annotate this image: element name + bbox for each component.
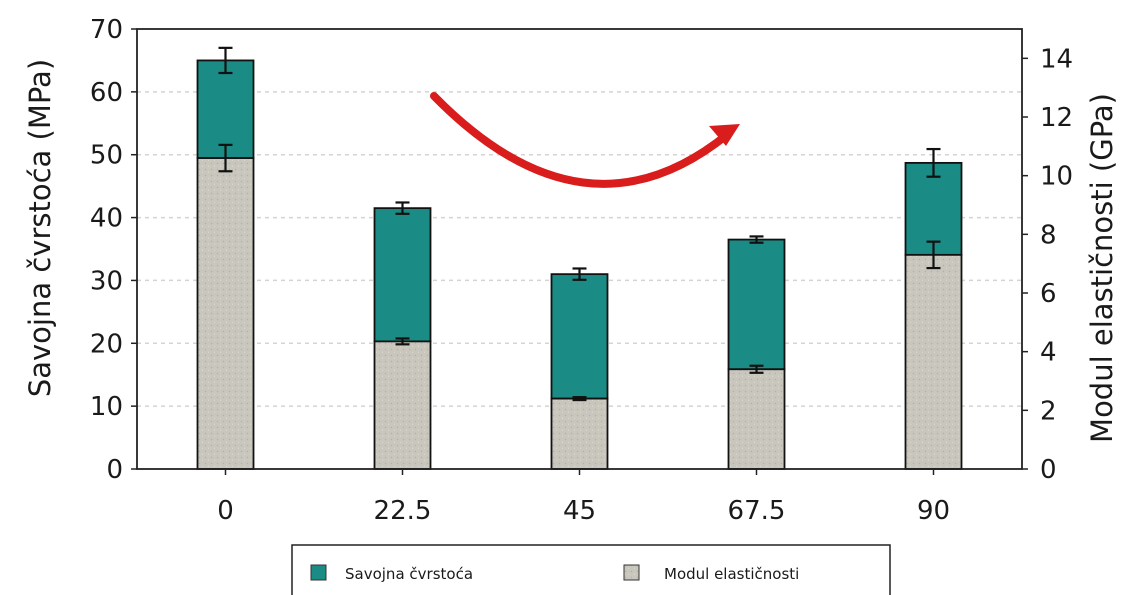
x-tick-label: 45 bbox=[563, 496, 596, 526]
bar-strength-22.5 bbox=[373, 207, 432, 343]
bar-modulus-22.5 bbox=[373, 340, 432, 470]
arrow-head bbox=[709, 124, 740, 146]
error-bar-strength-45 bbox=[572, 267, 587, 281]
error-bars bbox=[218, 46, 941, 402]
y-tick-label-right: 10 bbox=[1040, 162, 1073, 192]
x-tick-label: 90 bbox=[917, 496, 950, 526]
error-bar-strength-90 bbox=[926, 147, 941, 178]
y-tick-label-left: 20 bbox=[90, 329, 123, 359]
error-bar-modulus-0 bbox=[218, 143, 233, 173]
bar-modulus-45 bbox=[550, 397, 609, 470]
bar-modulus-0 bbox=[196, 157, 255, 470]
error-bar-modulus-45 bbox=[572, 396, 587, 402]
y-tick-label-left: 60 bbox=[90, 78, 123, 108]
legend-box bbox=[291, 544, 891, 595]
y-tick-label-right: 12 bbox=[1040, 103, 1073, 133]
x-tick-label: 67.5 bbox=[728, 496, 786, 526]
bar-strength-67.5 bbox=[727, 238, 786, 371]
legend-swatch-modulus bbox=[623, 564, 640, 581]
bar-strength-45 bbox=[550, 273, 609, 400]
bars bbox=[196, 59, 963, 470]
legend-label-modulus: Modul elastičnosti bbox=[664, 565, 799, 583]
axes: 0 10 20 30 40 50 60 70 0 2 4 6 8 10 12 14 0 22.5 45 67.5 90 bbox=[90, 15, 1073, 526]
y-tick-label-right: 6 bbox=[1040, 279, 1057, 309]
y-tick-label-left: 10 bbox=[90, 392, 123, 422]
y-tick-label-right: 0 bbox=[1040, 455, 1057, 485]
legend: Savojna čvrstoća Modul elastičnosti bbox=[291, 544, 891, 595]
y-tick-label-left: 70 bbox=[90, 15, 123, 45]
y-tick-label-right: 2 bbox=[1040, 396, 1057, 426]
error-bar-strength-22.5 bbox=[395, 201, 410, 215]
legend-label-strength: Savojna čvrstoća bbox=[345, 565, 473, 583]
error-bar-modulus-67.5 bbox=[749, 364, 764, 374]
y-tick-label-left: 50 bbox=[90, 141, 123, 171]
bar-modulus-67.5 bbox=[727, 368, 786, 470]
y-tick-label-left: 40 bbox=[90, 204, 123, 234]
arrow-curve bbox=[430, 92, 732, 188]
y-tick-label-right: 8 bbox=[1040, 220, 1057, 250]
y-tick-label-right: 14 bbox=[1040, 44, 1073, 74]
error-bar-strength-67.5 bbox=[749, 235, 764, 244]
legend-swatch-strength bbox=[310, 564, 327, 581]
y-tick-label-left: 30 bbox=[90, 266, 123, 296]
y-axis-title-right: Modul elastičnosti (GPa) bbox=[1085, 93, 1119, 443]
error-bar-modulus-22.5 bbox=[395, 337, 410, 346]
error-bar-strength-0 bbox=[218, 46, 233, 75]
y-tick-label-left: 0 bbox=[106, 455, 123, 485]
error-bar-modulus-90 bbox=[926, 240, 941, 270]
x-tick-label: 22.5 bbox=[374, 496, 432, 526]
x-tick-label: 0 bbox=[217, 496, 234, 526]
y-tick-label-right: 4 bbox=[1040, 338, 1057, 368]
y-axis-title-left: Savojna čvrstoća (MPa) bbox=[23, 59, 57, 397]
bar-modulus-90 bbox=[904, 253, 963, 470]
trend-arrow bbox=[430, 92, 740, 188]
bar-strength-0 bbox=[196, 59, 255, 159]
